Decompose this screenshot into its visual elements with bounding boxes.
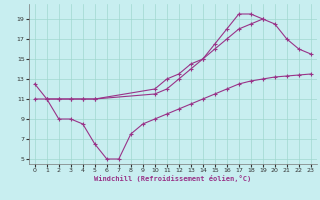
X-axis label: Windchill (Refroidissement éolien,°C): Windchill (Refroidissement éolien,°C): [94, 175, 252, 182]
